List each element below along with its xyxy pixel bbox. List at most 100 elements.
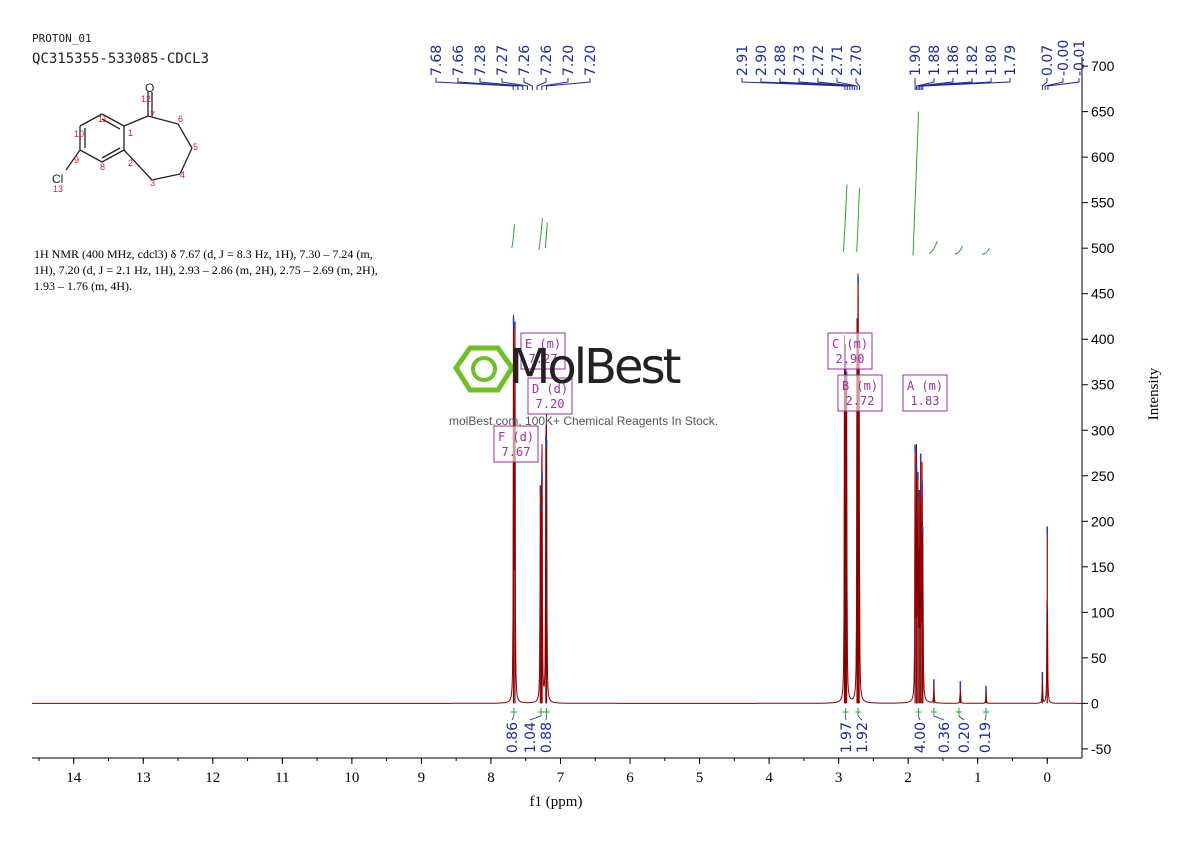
- integral-curves: [511, 111, 990, 256]
- y-tick-label: 300: [1091, 422, 1115, 438]
- atom-number: 12: [141, 94, 151, 104]
- integral-value: 0.86: [505, 722, 521, 753]
- y-tick-label: 150: [1091, 559, 1115, 575]
- integral-connector: [529, 715, 542, 721]
- atom-number: 6: [178, 114, 183, 124]
- atom-number: 8: [100, 162, 105, 172]
- peak-label: 1.79: [1003, 45, 1019, 76]
- multiplet-frame: [902, 374, 948, 412]
- peak-label-connector: [779, 78, 851, 90]
- y-tick-label: 350: [1091, 377, 1115, 393]
- y-tick-label: 400: [1091, 331, 1115, 347]
- integral-value: 0.19: [978, 722, 994, 753]
- integral-value: 0.88: [539, 722, 555, 753]
- x-tick-label: 1: [974, 770, 982, 786]
- peak-label: 1.86: [946, 45, 962, 76]
- logo-text: MolBest: [509, 339, 681, 395]
- integral-value: 4.00: [913, 722, 929, 753]
- atom-number: 5: [193, 142, 198, 152]
- peak-label: 2.73: [792, 45, 808, 76]
- integral-connector: [545, 715, 547, 721]
- peak-label-connector: [541, 78, 569, 90]
- peak-label-connector: [919, 78, 973, 90]
- peak-label-connector: [798, 78, 853, 90]
- y-tick-label: 650: [1091, 104, 1115, 120]
- y-tick-label: 50: [1091, 650, 1107, 666]
- nmr-description: 1H NMR (400 MHz, cdcl3) δ 7.67 (d, J = 8…: [34, 247, 378, 293]
- integral-value: 0.20: [957, 722, 973, 753]
- peak-label-connector: [916, 78, 935, 90]
- multiplet-letter: B (m): [842, 379, 878, 393]
- x-tick-label: 6: [626, 770, 634, 786]
- x-tick-label: 3: [835, 770, 843, 786]
- molbest-logo: [452, 345, 516, 393]
- y-tick-label: 200: [1091, 513, 1115, 529]
- logo-ring-icon: [471, 356, 497, 382]
- integral-connector: [857, 715, 863, 721]
- multiplet-frame: [520, 332, 566, 370]
- multiplet-letter: C (m): [832, 337, 868, 351]
- peak-label: 2.91: [735, 45, 751, 76]
- integral-curve: [981, 247, 990, 255]
- multiplet-frame: [827, 332, 873, 370]
- integral-connector: [933, 715, 945, 721]
- integral-curve: [511, 224, 516, 249]
- peak-labels: 7.68 7.66 7.28 7.27 7.26 7.26 7.20 7.20 2.91 2.90…: [429, 40, 1088, 90]
- multiplet-box: C (m)2.90: [827, 332, 873, 370]
- peak-label: 1.90: [908, 45, 924, 76]
- peak-label-connector: [922, 78, 1011, 90]
- multiplet-letter: D (d): [532, 382, 568, 396]
- integral-value: 1.92: [855, 722, 871, 753]
- peak-label-connector: [1044, 78, 1064, 90]
- peak-label-connector: [1047, 78, 1080, 90]
- x-tick-label: 7: [557, 770, 565, 786]
- peak-label-group: 1.90 1.88 1.86 1.82 1.80 1.79: [908, 45, 1019, 90]
- peak-label: 0.07: [1040, 45, 1056, 76]
- y-tick-label: -50: [1091, 741, 1111, 757]
- x-tick-label: 4: [765, 770, 773, 786]
- peak-label-connector: [536, 78, 547, 90]
- atom-number: 11: [98, 114, 107, 124]
- peak-label: 2.71: [830, 45, 846, 76]
- peak-label-connector: [501, 78, 528, 90]
- multiplet-shift: 1.83: [911, 394, 940, 408]
- integral-labels: 0.86 1.04 0.88 1.97 1.92 4.00 0.36 0.20 0.19: [505, 708, 994, 753]
- peak-label-group: 0.07 -0.00 -0.01: [1040, 40, 1088, 90]
- integral-curve: [912, 111, 920, 256]
- y-tick-label: 0: [1091, 695, 1099, 711]
- multiplet-box: D (d)7.20: [527, 377, 573, 415]
- integral-curve: [842, 184, 848, 252]
- atom-number: 13: [53, 184, 63, 194]
- multiplet-shift: 2.90: [836, 352, 865, 366]
- x-tick-label: 10: [344, 770, 359, 786]
- integral-value: 0.36: [937, 722, 953, 753]
- peak-label-connector: [1041, 78, 1048, 90]
- peak-label-connector: [817, 78, 856, 90]
- integral-curve: [544, 222, 548, 249]
- integral-curve: [538, 218, 543, 251]
- y-tick-label: 250: [1091, 468, 1115, 484]
- multiplet-frame: [527, 377, 573, 415]
- x-tick-label: 11: [275, 770, 289, 786]
- multiplet-letter: E (m): [525, 337, 561, 351]
- y-tick-label: 100: [1091, 604, 1115, 620]
- integral-connector: [958, 715, 965, 721]
- peak-label: -0.00: [1056, 40, 1072, 76]
- peak-label: 7.20: [561, 45, 577, 76]
- peak-label: 1.88: [927, 45, 943, 76]
- integral-connector: [918, 715, 921, 721]
- peak-label: 7.68: [429, 45, 445, 76]
- x-axis-label: f1 (ppm): [530, 794, 583, 810]
- peak-label: 2.90: [754, 45, 770, 76]
- multiplet-shift: 7.27: [529, 352, 558, 366]
- peak-label: 7.20: [583, 45, 599, 76]
- multiplet-letter: F (d): [498, 430, 534, 444]
- peak-label: 7.66: [451, 45, 467, 76]
- peak-label-connector: [836, 78, 858, 90]
- axes: 14 13 12 11 10 9 8 7 6 5 4 3 2 1 0-5005010015020025030…: [32, 57, 1115, 786]
- y-tick-label: 700: [1091, 58, 1115, 74]
- integral-curve: [954, 246, 963, 255]
- peak-label: 2.88: [773, 45, 789, 76]
- peak-label-connector: [855, 78, 860, 90]
- peak-label: 7.27: [495, 45, 511, 76]
